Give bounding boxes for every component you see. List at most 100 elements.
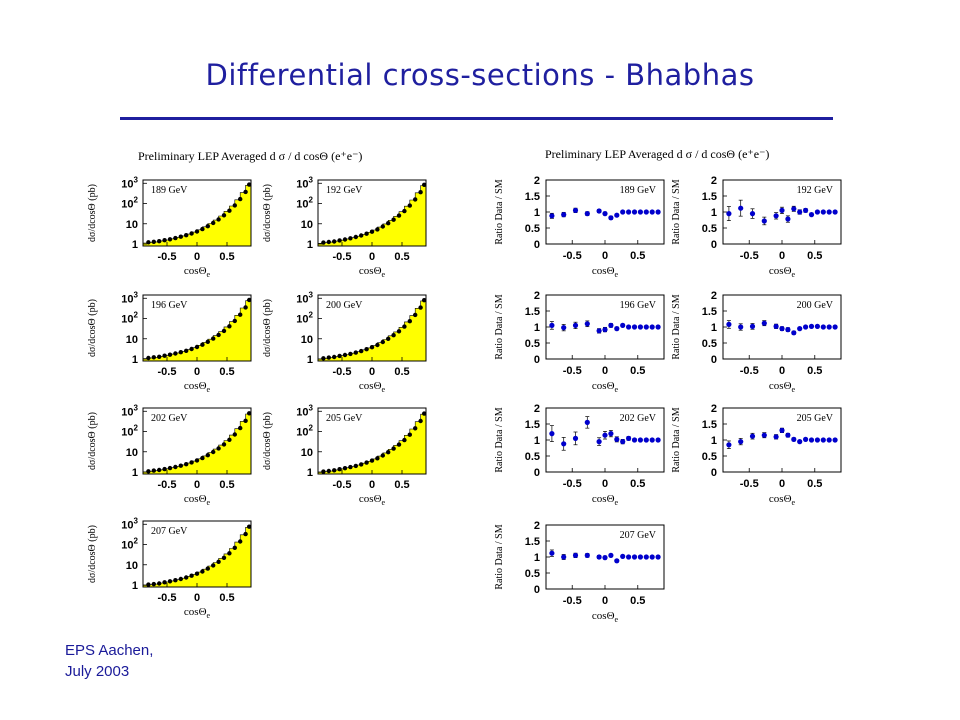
data-point [227, 551, 232, 556]
cross-section-panel: 196 GeV 1 10 102 103 -0.5 0 0.5 cosΘe dσ/dcosΘ (p… [87, 290, 252, 394]
x-tick-label: -0.5 [740, 478, 759, 490]
x-tick-label: -0.5 [740, 365, 759, 377]
x-tick-label: 0 [194, 366, 200, 378]
data-point [369, 345, 375, 350]
ratio-panel: 196 GeV 0 0.5 1 1.5 2 -0.5 0 0.5 cosΘe Ratio Data … [494, 290, 665, 394]
data-point [238, 539, 243, 544]
ratio-point [832, 209, 838, 215]
ratio-point [572, 552, 579, 558]
data-point [380, 339, 385, 345]
data-point [348, 236, 353, 241]
y-tick-label: 102 [296, 196, 313, 211]
x-tick-label: 0.5 [807, 478, 822, 490]
x-axis-label: cosΘe [359, 265, 386, 279]
data-point [247, 524, 252, 529]
ratio-point [549, 550, 555, 556]
cross-section-panel: 205 GeV 1 10 102 103 -0.5 0 0.5 cosΘe dσ/dcosΘ (p… [262, 403, 427, 507]
data-point [321, 356, 326, 361]
data-point [413, 426, 418, 431]
y-tick-label: 0 [711, 467, 717, 479]
x-tick-label: 0 [602, 595, 608, 607]
y-tick-label: 0 [711, 354, 717, 366]
ratio-point [631, 554, 638, 560]
ratio-point [779, 427, 785, 433]
y-tick-label: 102 [296, 424, 313, 439]
y-tick-label: 2 [711, 290, 717, 302]
y-tick-label: 1 [534, 552, 540, 564]
y-tick-label: 10 [126, 219, 138, 231]
data-point [353, 234, 358, 240]
ratio-panel: 205 GeV 0 0.5 1 1.5 2 -0.5 0 0.5 cosΘe Ratio Data … [671, 403, 842, 507]
ratio-point [773, 323, 779, 329]
ratio-point [608, 431, 614, 437]
x-tick-label: 0 [369, 366, 375, 378]
data-point [173, 351, 178, 356]
x-tick-label: 0 [602, 478, 608, 490]
ratio-point [820, 209, 826, 215]
y-tick-label: 0.5 [525, 451, 540, 463]
data-point [232, 203, 237, 208]
x-tick-label: -0.5 [563, 595, 582, 607]
y-axis-label: Ratio Data / SM [494, 524, 505, 589]
data-point [227, 208, 232, 213]
data-point [407, 319, 412, 324]
data-point [232, 545, 237, 550]
x-tick-label: 0 [779, 365, 785, 377]
x-tick-label: 0 [602, 365, 608, 377]
data-point [348, 351, 353, 357]
ratio-point [608, 215, 614, 221]
y-tick-label: 0.5 [525, 223, 540, 235]
data-point [364, 231, 369, 236]
data-point [211, 563, 216, 568]
data-point [178, 576, 183, 582]
ratio-point [814, 209, 820, 215]
footer-line-1: EPS Aachen, [65, 642, 154, 659]
data-point [200, 226, 205, 232]
ratio-point [637, 554, 643, 560]
ratio-point [643, 209, 649, 215]
y-tick-label: 0.5 [702, 451, 717, 463]
x-axis-label: cosΘe [592, 610, 619, 624]
x-tick-label: -0.5 [333, 366, 352, 378]
data-point [200, 455, 205, 461]
data-point [396, 442, 402, 447]
ratio-point [749, 211, 756, 217]
ratio-panel: 202 GeV 0 0.5 1 1.5 2 -0.5 0 0.5 cosΘe Ratio Data … [494, 403, 665, 507]
data-point [211, 449, 216, 455]
data-point [189, 231, 194, 236]
y-tick-label: 0 [534, 584, 540, 596]
ratio-point [808, 212, 815, 218]
x-tick-label: 0 [194, 251, 200, 263]
chart-title: Preliminary LEP Averaged d σ / d cosΘ (e… [138, 149, 362, 163]
data-point [205, 339, 210, 344]
y-tick-label: 2 [534, 520, 540, 532]
x-tick-label: 0.5 [394, 479, 409, 491]
ratio-point [596, 208, 602, 214]
data-point [337, 238, 342, 243]
ratio-point [614, 212, 620, 218]
ratio-point [655, 209, 661, 215]
data-point [151, 468, 156, 473]
ratio-point [803, 324, 809, 330]
data-point [369, 458, 375, 463]
x-axis-label: cosΘe [592, 493, 619, 507]
energy-label: 205 GeV [797, 413, 834, 424]
ratio-point [549, 431, 555, 437]
ratio-point [826, 209, 832, 215]
ratio-point [649, 554, 655, 560]
data-point [205, 453, 210, 458]
data-point [391, 333, 396, 338]
ratio-point [803, 436, 809, 442]
data-point [157, 354, 162, 359]
data-point [167, 579, 173, 584]
energy-label: 200 GeV [326, 300, 363, 311]
ratio-point [637, 437, 643, 443]
ratio-point [726, 321, 732, 327]
ratio-point [584, 552, 590, 558]
chart-title: Preliminary LEP Averaged d σ / d cosΘ (e… [545, 147, 769, 161]
data-point [151, 355, 156, 360]
x-tick-label: -0.5 [158, 251, 177, 263]
y-axis-label: dσ/dcosΘ (pb) [87, 525, 98, 583]
y-tick-label: 10 [301, 219, 313, 231]
y-tick-label: 0.5 [525, 568, 540, 580]
